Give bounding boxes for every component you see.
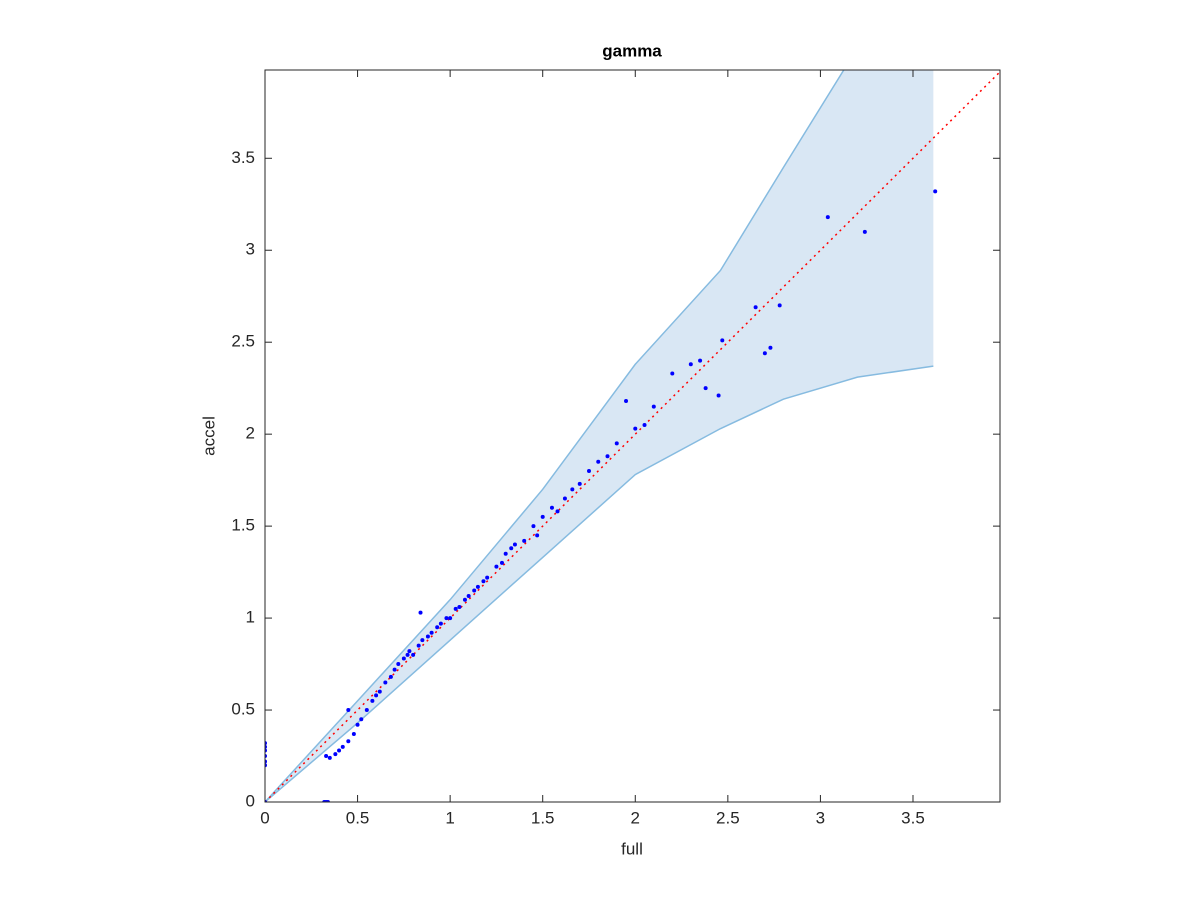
scatter-point <box>777 303 782 308</box>
scatter-point <box>333 752 338 757</box>
scatter-point <box>435 625 440 630</box>
scatter-point <box>448 616 453 621</box>
scatter-point <box>327 755 332 760</box>
x-tick-label: 1 <box>445 808 454 827</box>
scatter-point <box>453 606 458 611</box>
y-tick-label: 0 <box>246 791 255 810</box>
scatter-point <box>642 422 647 427</box>
scatter-point <box>392 667 397 672</box>
scatter-point <box>370 698 375 703</box>
scatter-point <box>337 748 342 753</box>
scatter-point <box>535 533 540 538</box>
scatter-point <box>405 652 410 657</box>
y-tick-label: 3 <box>246 240 255 259</box>
x-tick-label: 2 <box>631 808 640 827</box>
x-tick-label: 1.5 <box>531 808 555 827</box>
chart-title: gamma <box>602 41 662 60</box>
scatter-point <box>624 399 629 404</box>
scatter-point <box>411 652 416 657</box>
scatter-point <box>531 524 536 529</box>
scatter-point <box>688 362 693 367</box>
y-axis-label: accel <box>199 416 218 456</box>
y-tick-label: 3.5 <box>231 148 255 167</box>
scatter-point <box>420 638 425 643</box>
scatter-point <box>346 739 351 744</box>
scatter-point <box>716 393 721 398</box>
scatter-point <box>703 386 708 391</box>
scatter-point <box>698 358 703 363</box>
scatter-point <box>503 551 508 556</box>
scatter-point <box>418 610 423 615</box>
scatter-point <box>577 481 582 486</box>
scatter-point <box>494 564 499 569</box>
scatter-point <box>933 189 938 194</box>
scatter-point <box>472 588 477 593</box>
scatter-point <box>562 496 567 501</box>
scatter-point <box>457 605 462 610</box>
scatter-point <box>425 634 430 639</box>
y-tick-label: 2.5 <box>231 332 255 351</box>
scatter-point <box>416 643 421 648</box>
scatter-point <box>377 689 382 694</box>
scatter-point <box>768 345 773 350</box>
x-tick-label: 3.5 <box>901 808 925 827</box>
scatter-point <box>555 509 560 514</box>
x-tick-label: 3 <box>816 808 825 827</box>
x-tick-label: 0 <box>260 808 269 827</box>
y-tick-label: 0.5 <box>231 700 255 719</box>
scatter-point <box>596 459 601 464</box>
scatter-point <box>753 305 758 310</box>
scatter-point <box>614 441 619 446</box>
scatter-point <box>359 717 364 722</box>
scatter-point <box>862 229 867 234</box>
scatter-point <box>351 731 356 736</box>
scatter-point <box>586 468 591 473</box>
scatter-point <box>481 579 486 584</box>
axes-box <box>264 69 1001 803</box>
y-tick-label: 2 <box>246 424 255 443</box>
scatter-point <box>605 454 610 459</box>
scatter-point <box>401 656 406 661</box>
scatter-point <box>324 754 329 759</box>
x-tick-label: 0.5 <box>346 808 370 827</box>
scatter-point <box>462 597 467 602</box>
x-tick-label: 2.5 <box>716 808 740 827</box>
scatter-point <box>499 560 504 565</box>
scatter-point <box>512 542 517 547</box>
scatter-point <box>407 649 412 654</box>
scatter-point <box>509 546 514 551</box>
scatter-point <box>651 404 656 409</box>
scatter-point <box>762 351 767 356</box>
scatter-point <box>633 426 638 431</box>
band-lower-edge <box>265 365 934 802</box>
scatter-point <box>522 538 527 543</box>
scatter-point <box>346 708 351 713</box>
scatter-point <box>374 693 379 698</box>
x-axis-label: full <box>621 839 643 858</box>
scatter-point <box>540 514 545 519</box>
scatter-point <box>383 680 388 685</box>
plot-area <box>265 70 1000 802</box>
scatter-point <box>825 215 830 220</box>
scatter-point <box>396 662 401 667</box>
scatter-point <box>549 505 554 510</box>
scatter-point <box>485 575 490 580</box>
scatter-point <box>438 621 443 626</box>
confidence-band <box>265 70 934 802</box>
scatter-point <box>388 674 393 679</box>
scatter-point <box>444 616 449 621</box>
scatter-point <box>720 338 725 343</box>
band-upper-edge <box>265 70 845 802</box>
y-tick-label: 1.5 <box>231 516 255 535</box>
scatter-point <box>475 584 480 589</box>
scatter-point <box>429 630 434 635</box>
scatter-point <box>355 722 360 727</box>
y-tick-label: 1 <box>246 608 255 627</box>
scatter-point <box>466 594 471 599</box>
scatter-point <box>570 487 575 492</box>
scatter-point <box>670 371 675 376</box>
scatter-point <box>340 744 345 749</box>
scatter-point <box>364 708 369 713</box>
